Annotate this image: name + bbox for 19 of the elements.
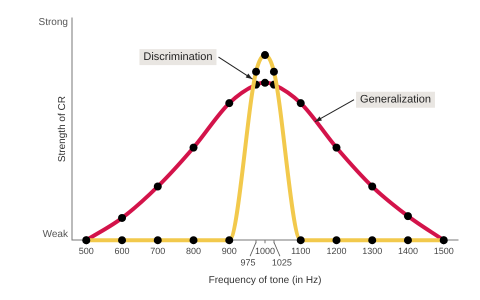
- annotation: Generalization: [360, 94, 431, 106]
- x-axis-title: Frequency of tone (in Hz): [208, 274, 322, 286]
- x-tick-label: 700: [150, 246, 166, 256]
- annotation: 975: [240, 258, 256, 268]
- x-tick-label: 800: [186, 246, 202, 256]
- x-tick-label: 1500: [434, 246, 454, 256]
- x-tick-label: 500: [78, 246, 94, 256]
- x-tick-label: 1400: [398, 246, 418, 256]
- y-axis-title: Strength of CR: [56, 96, 68, 162]
- x-tick-label: 1200: [326, 246, 346, 256]
- annotation: Discrimination: [143, 51, 212, 64]
- x-tick-label: 900: [222, 246, 237, 256]
- text: Strong: [38, 17, 68, 28]
- x-tick-label: 1000: [254, 246, 276, 256]
- annotation: 1025: [272, 258, 292, 268]
- x-tick-label: 1100: [291, 246, 310, 256]
- x-tick-label: 600: [114, 246, 130, 256]
- text: Weak: [42, 228, 69, 240]
- x-tick-label: 1300: [362, 246, 382, 256]
